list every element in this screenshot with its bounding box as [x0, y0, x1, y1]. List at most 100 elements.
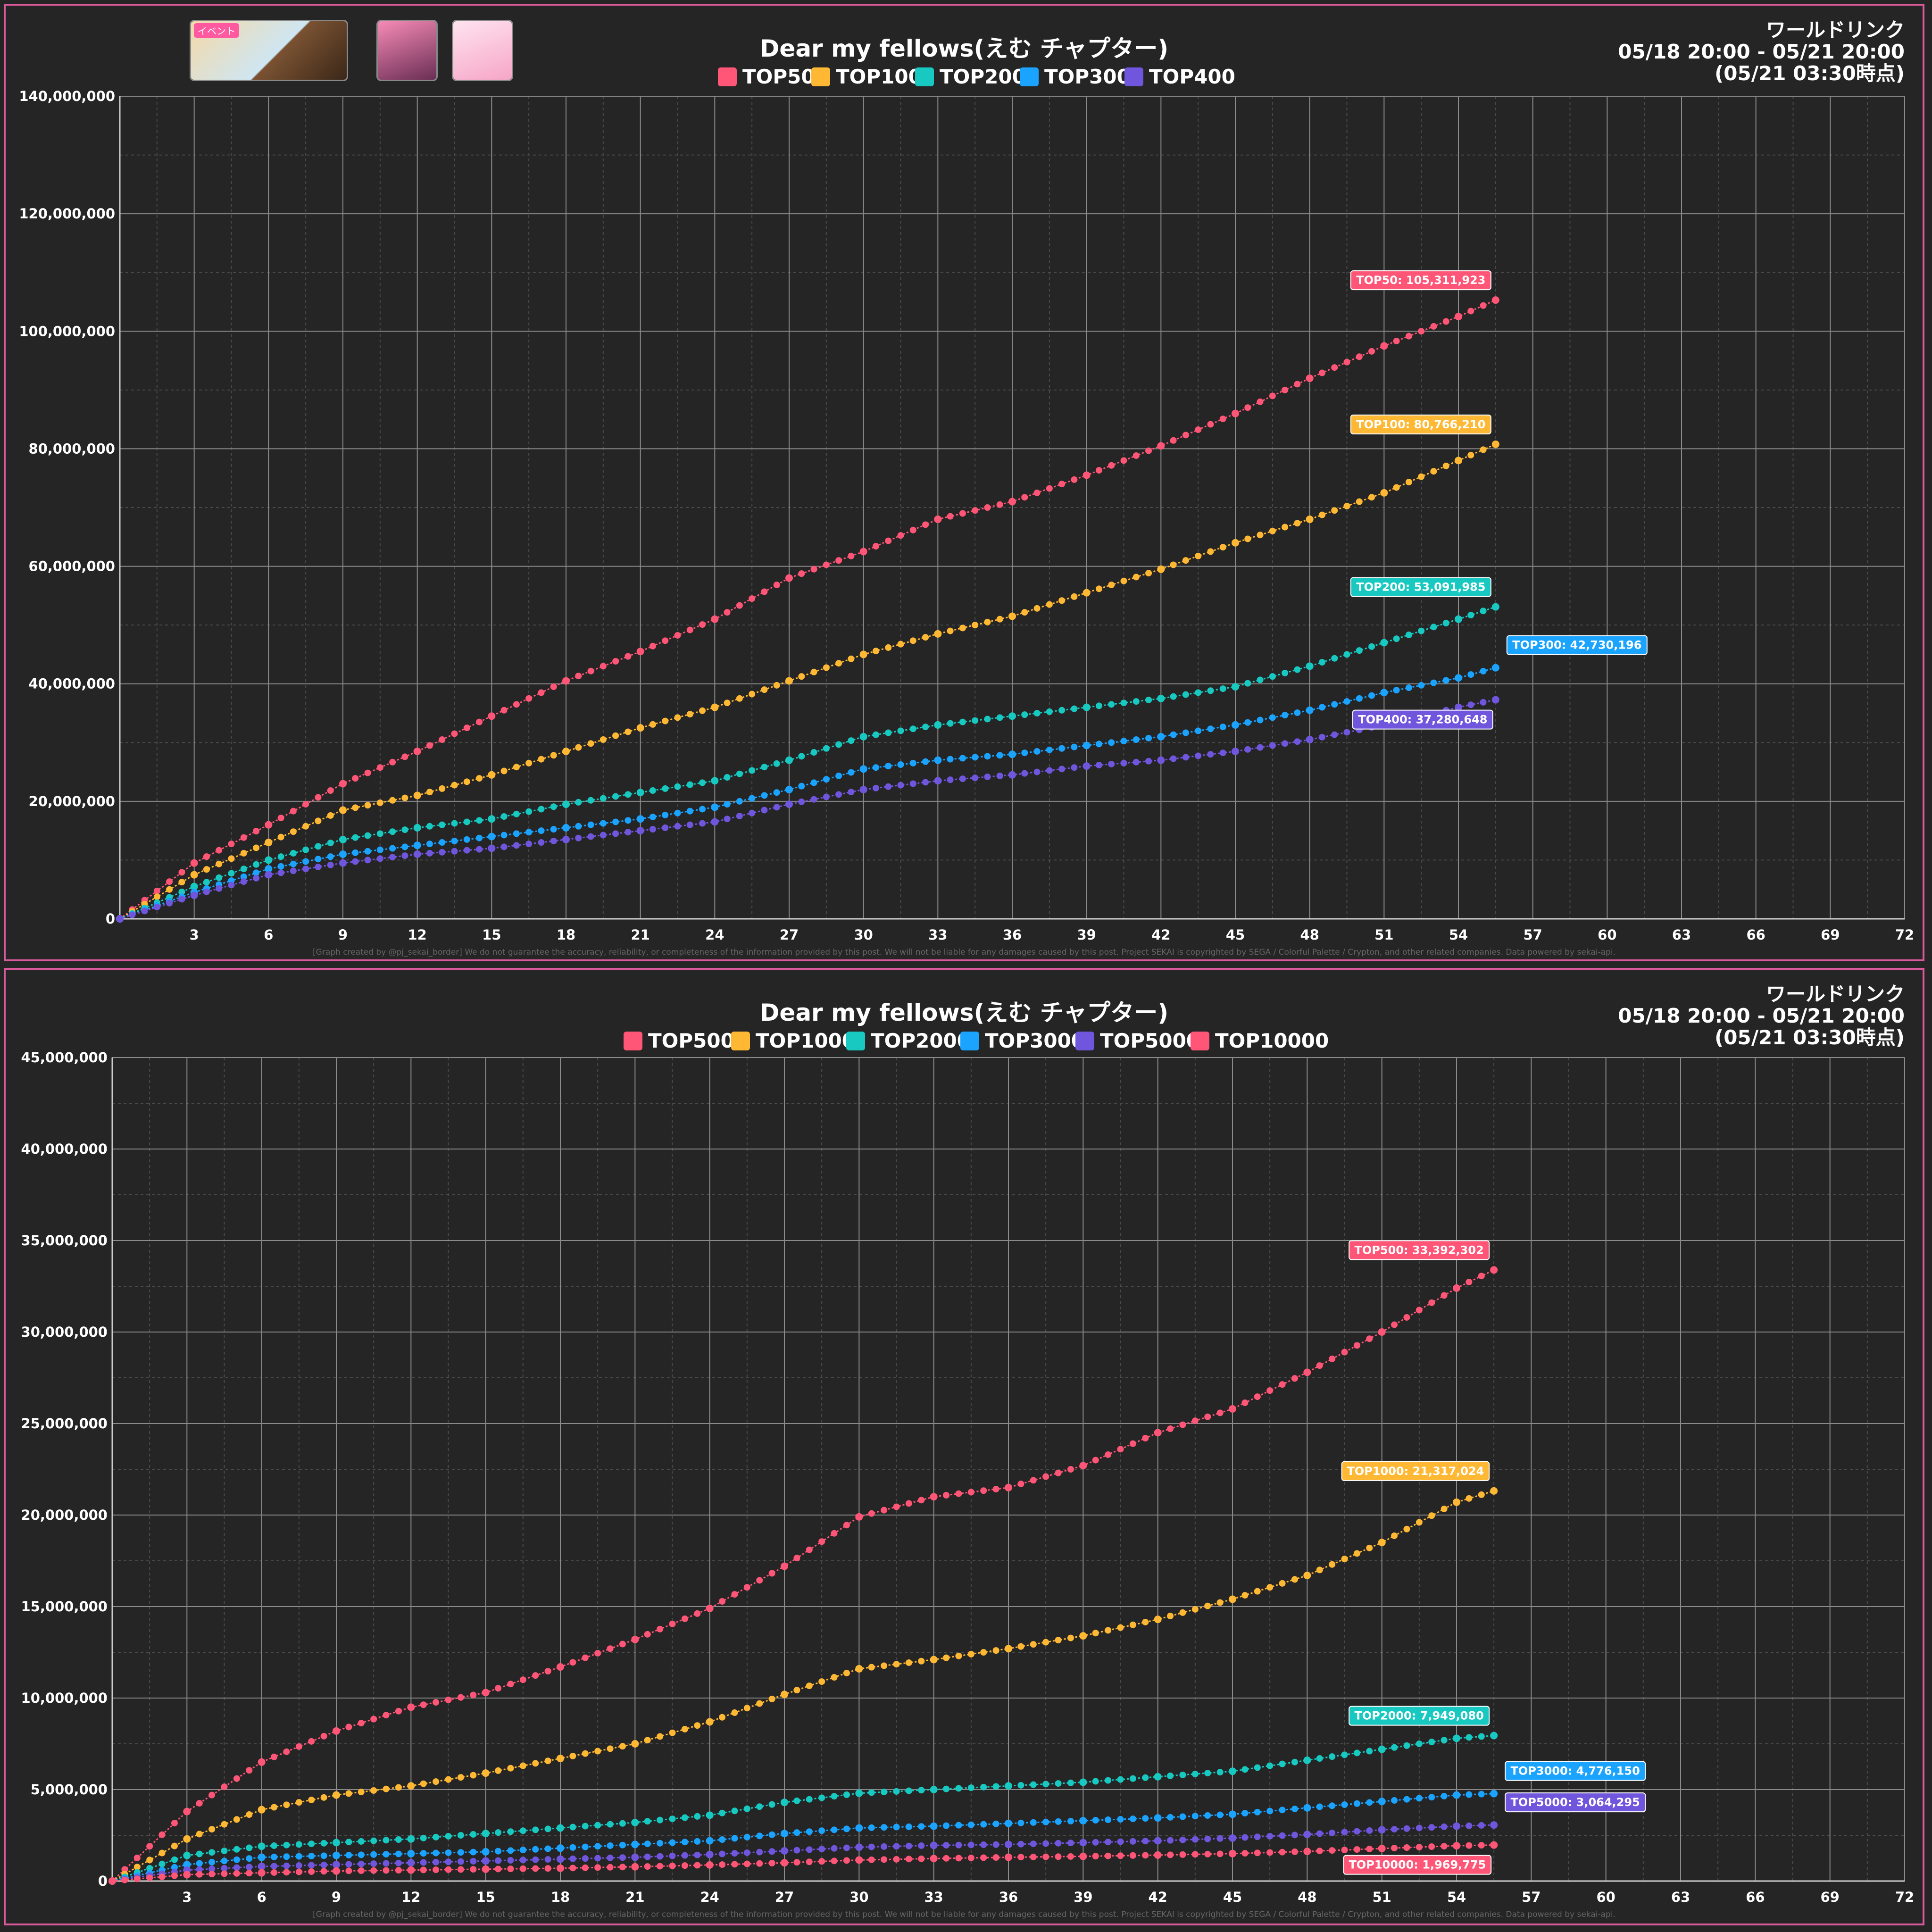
x-tick-label: 15 — [482, 927, 501, 943]
end-value-label: TOP10000: 1,969,775 — [1349, 1858, 1486, 1872]
x-tick-label: 36 — [999, 1889, 1018, 1905]
data-point — [930, 1855, 938, 1863]
data-point — [426, 849, 433, 857]
data-point — [221, 1865, 228, 1872]
data-point — [171, 1864, 178, 1871]
data-point — [240, 873, 247, 880]
data-point — [370, 1715, 377, 1723]
x-tick-label: 9 — [338, 927, 348, 943]
data-point — [1219, 544, 1226, 551]
data-point — [339, 806, 347, 814]
y-tick-label: 40,000,000 — [21, 1141, 108, 1157]
data-point — [315, 794, 322, 801]
data-point — [1478, 1273, 1485, 1280]
data-point — [1232, 721, 1239, 729]
data-point — [612, 818, 619, 825]
x-tick-label: 33 — [928, 927, 947, 943]
data-point — [1491, 696, 1499, 704]
data-point — [893, 1843, 900, 1850]
data-point — [1291, 1832, 1298, 1839]
data-point — [1266, 1762, 1274, 1769]
data-point — [482, 1865, 490, 1873]
data-point — [445, 1866, 452, 1873]
data-point — [843, 1522, 850, 1529]
data-point — [992, 1841, 999, 1848]
data-point — [370, 1837, 377, 1844]
data-point — [190, 891, 198, 899]
data-point — [1071, 476, 1078, 483]
legend-label: TOP200 — [940, 65, 1026, 88]
data-point — [681, 1615, 688, 1622]
data-point — [736, 695, 743, 702]
data-point — [1005, 1483, 1012, 1491]
data-point — [1269, 742, 1276, 749]
end-value-label-box — [1350, 577, 1491, 597]
data-point — [457, 1774, 464, 1781]
data-point — [686, 626, 693, 633]
data-point — [395, 1859, 402, 1866]
data-point — [1480, 667, 1487, 675]
data-point — [1071, 705, 1078, 712]
data-point — [1466, 1495, 1473, 1502]
data-point — [731, 1861, 738, 1868]
data-point — [835, 772, 842, 779]
y-tick-label: 100,000,000 — [19, 323, 115, 339]
data-point — [1182, 754, 1189, 761]
data-point — [562, 677, 570, 685]
data-point — [108, 1877, 116, 1885]
data-point — [240, 849, 247, 857]
data-point — [246, 1844, 253, 1851]
data-point — [178, 888, 185, 895]
data-point — [1167, 1613, 1174, 1620]
data-point — [190, 871, 198, 879]
x-tick-label: 57 — [1522, 1889, 1541, 1905]
data-point — [719, 1809, 726, 1816]
data-point — [843, 1791, 850, 1798]
data-point — [1105, 1852, 1112, 1859]
data-point — [1455, 703, 1462, 711]
data-point — [376, 830, 383, 837]
data-point — [389, 758, 396, 766]
data-point — [333, 1791, 340, 1799]
character-card-image — [452, 20, 513, 81]
data-point — [1167, 1814, 1174, 1821]
data-point — [121, 1876, 128, 1883]
data-point — [196, 1850, 203, 1857]
data-point — [793, 1687, 800, 1694]
data-point — [364, 857, 371, 864]
data-point — [1083, 741, 1091, 749]
x-tick-label: 12 — [408, 927, 426, 943]
data-point — [295, 1841, 302, 1848]
data-point — [1254, 1764, 1261, 1771]
data-point — [1207, 421, 1214, 428]
data-point — [1453, 1498, 1460, 1506]
data-point — [644, 1737, 651, 1744]
data-point — [1318, 704, 1325, 711]
data-point — [1266, 1387, 1274, 1394]
data-point — [1353, 1846, 1360, 1853]
data-point — [644, 1863, 651, 1870]
data-point — [407, 1703, 415, 1711]
data-point — [959, 625, 966, 632]
data-point — [1405, 333, 1412, 340]
data-point — [1466, 1734, 1473, 1741]
data-point — [1380, 489, 1388, 497]
data-point — [1142, 1852, 1149, 1859]
data-point — [943, 1855, 950, 1862]
data-point — [439, 821, 446, 828]
data-point — [513, 810, 520, 817]
data-point — [158, 1831, 166, 1838]
data-point — [1391, 1744, 1398, 1751]
data-point — [265, 821, 273, 829]
x-tick-label: 30 — [854, 927, 873, 943]
data-point — [881, 1843, 888, 1850]
data-point — [569, 1844, 576, 1851]
data-point — [1129, 1815, 1136, 1823]
data-point — [835, 791, 842, 798]
data-point — [507, 1828, 514, 1835]
data-point — [1105, 1816, 1112, 1824]
data-point — [1079, 1632, 1087, 1640]
data-point — [859, 785, 867, 793]
legend-label: TOP1000 — [756, 1029, 856, 1052]
data-point — [1416, 1307, 1423, 1314]
